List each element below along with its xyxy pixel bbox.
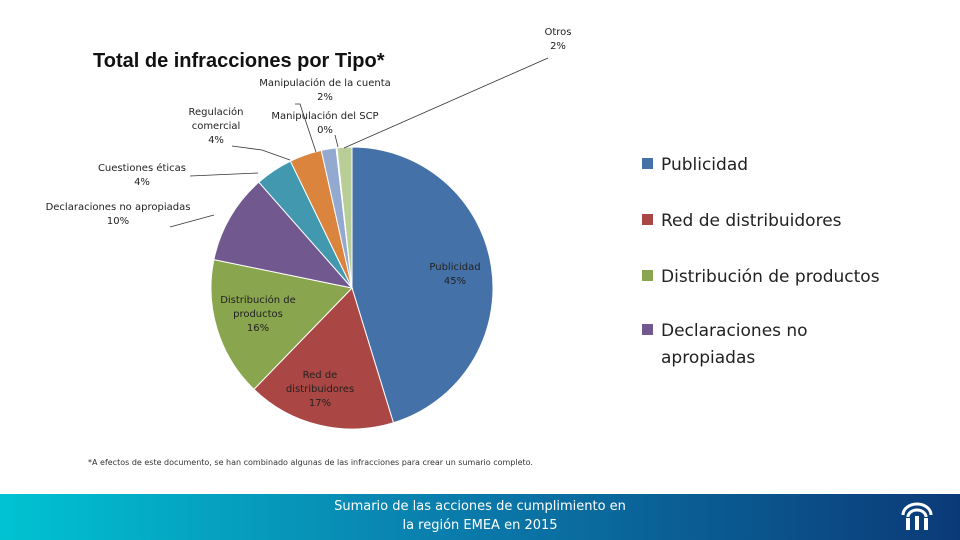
leader-line-6 [231, 145, 291, 161]
pie-slice-4 [213, 181, 354, 289]
legend-label: Declaraciones no [661, 321, 808, 341]
footer-bar: Sumario de las acciones de cumplimiento … [0, 494, 960, 540]
slice-percent-label: 10% [107, 216, 129, 227]
pie-slice-9 [336, 146, 353, 289]
legend-swatch [642, 270, 653, 281]
pie-slice-3 [210, 259, 353, 391]
slice-category-label: Manipulación de la cuenta [259, 77, 391, 89]
slice-percent-label: 4% [134, 177, 150, 188]
slice-category-label: distribuidores [286, 384, 354, 395]
chart-title: Total de infracciones por Tipo* [93, 50, 385, 72]
slice-percent-label: 0% [317, 125, 333, 136]
slice-percent-label: 2% [317, 92, 333, 103]
legend-swatch [642, 214, 653, 225]
slice-category-label: Otros [544, 27, 571, 38]
footer-line-1: Sumario de las acciones de cumplimiento … [334, 499, 626, 514]
leader-line-8 [334, 134, 339, 148]
slice-category-label: Publicidad [429, 262, 480, 273]
legend-label: apropiadas [661, 348, 755, 368]
slice-category-label: Regulación [189, 106, 244, 118]
pie-slice-2 [253, 287, 395, 430]
slice-category-label: Distribución de [220, 294, 296, 306]
legend-label: Red de distribuidores [661, 211, 842, 231]
slice-category-label: Cuestiones éticas [98, 162, 186, 174]
pie-chart: Total de infracciones por Tipo* Publicid… [46, 27, 880, 467]
legend-swatch [642, 324, 653, 335]
slice-category-label: Manipulación del SCP [271, 110, 378, 122]
legend: Publicidad Red de distribuidores Distribuc… [642, 155, 880, 368]
slice-percent-label: 16% [247, 323, 269, 334]
footer-line-2: la región EMEA en 2015 [402, 518, 558, 533]
footnote: *A efectos de este documento, se han com… [88, 458, 533, 467]
footer-text: Sumario de las acciones de cumplimiento … [0, 497, 960, 535]
slice-percent-label: 17% [309, 398, 331, 409]
leader-line-9 [343, 57, 549, 149]
legend-label: Publicidad [661, 155, 748, 175]
legend-swatch [642, 158, 653, 169]
pie-slice-1 [351, 146, 494, 424]
legend-label: Distribución de productos [661, 267, 880, 287]
leader-line-5 [189, 172, 259, 177]
slice-percent-label: 2% [550, 41, 566, 52]
slice-percent-label: 45% [444, 276, 466, 287]
leader-line-7 [295, 103, 317, 153]
company-logo-icon [901, 502, 933, 530]
slice-category-label: comercial [192, 121, 241, 132]
slice-category-label: Red de [303, 370, 338, 381]
slice-category-label: Declaraciones no apropiadas [46, 202, 191, 213]
leader-line-4 [169, 214, 215, 228]
slice-category-label: productos [233, 309, 283, 320]
slice-percent-label: 4% [208, 135, 224, 146]
